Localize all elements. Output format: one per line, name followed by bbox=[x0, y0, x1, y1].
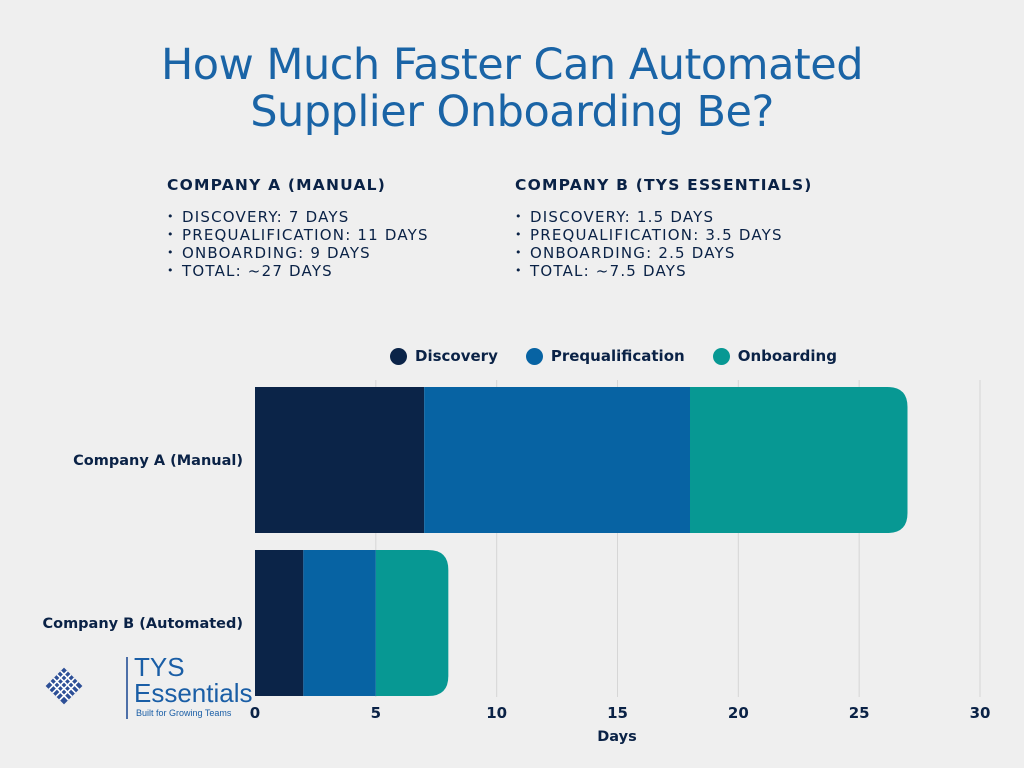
chart-title: How Much Faster Can Automated Supplier O… bbox=[0, 42, 1024, 136]
bar-onboarding-company-b-automated bbox=[375, 550, 449, 696]
category-label: Company B (Automated) bbox=[42, 616, 243, 632]
x-tick-label: 15 bbox=[607, 704, 628, 722]
company-a-item: ONBOARDING: 9 DAYS bbox=[167, 244, 429, 262]
x-axis-title: Days bbox=[597, 729, 636, 745]
x-tick-label: 5 bbox=[371, 704, 381, 722]
company-b-list: DISCOVERY: 1.5 DAYS PREQUALIFICATION: 3.… bbox=[515, 208, 813, 280]
company-a-item: TOTAL: ~27 DAYS bbox=[167, 262, 429, 280]
x-tick-label: 0 bbox=[250, 704, 260, 722]
company-a-summary: COMPANY A (MANUAL) DISCOVERY: 7 DAYS PRE… bbox=[167, 176, 429, 280]
legend-item-prequalification: Prequalification bbox=[525, 347, 685, 365]
x-tick-label: 20 bbox=[728, 704, 749, 722]
bar-discovery-company-b-automated bbox=[255, 550, 304, 696]
bar-onboarding-company-a-manual bbox=[690, 387, 908, 533]
chart-legend: Discovery Prequalification Onboarding bbox=[390, 345, 865, 367]
logo-divider bbox=[126, 657, 128, 719]
category-label: Company A (Manual) bbox=[73, 453, 243, 469]
legend-label-onboarding: Onboarding bbox=[737, 347, 837, 365]
title-line-2: Supplier Onboarding Be? bbox=[250, 87, 774, 137]
company-b-summary: COMPANY B (TYS ESSENTIALS) DISCOVERY: 1.… bbox=[515, 176, 813, 280]
company-a-heading: COMPANY A (MANUAL) bbox=[167, 176, 387, 194]
logo-tagline: Built for Growing Teams bbox=[136, 708, 232, 718]
company-a-list: DISCOVERY: 7 DAYS PREQUALIFICATION: 11 D… bbox=[167, 208, 429, 280]
bar-prequalification-company-b-automated bbox=[303, 550, 376, 696]
tys-essentials-logo: TYS Essentials Built for Growing Teams bbox=[44, 654, 253, 724]
legend-swatch-prequalification bbox=[525, 347, 543, 365]
x-tick-label: 10 bbox=[486, 704, 507, 722]
woven-square-logo-icon bbox=[45, 667, 83, 705]
company-a-item: DISCOVERY: 7 DAYS bbox=[167, 208, 429, 226]
legend-swatch-onboarding bbox=[712, 347, 730, 365]
legend-item-discovery: Discovery bbox=[390, 347, 498, 365]
logo-name-line-2: Essentials bbox=[134, 678, 253, 708]
legend-label-discovery: Discovery bbox=[415, 347, 498, 365]
legend-item-onboarding: Onboarding bbox=[712, 347, 837, 365]
legend-label-prequalification: Prequalification bbox=[550, 347, 685, 365]
company-b-item: TOTAL: ~7.5 DAYS bbox=[515, 262, 813, 280]
company-b-heading: COMPANY B (TYS ESSENTIALS) bbox=[515, 176, 813, 194]
title-line-1: How Much Faster Can Automated bbox=[160, 40, 864, 90]
company-b-item: PREQUALIFICATION: 3.5 DAYS bbox=[515, 226, 813, 244]
logo-name-line-1: TYS bbox=[134, 652, 185, 682]
legend-swatch-discovery bbox=[390, 347, 407, 365]
company-a-item: PREQUALIFICATION: 11 DAYS bbox=[167, 226, 429, 244]
company-b-item: ONBOARDING: 2.5 DAYS bbox=[515, 244, 813, 262]
bar-prequalification-company-a-manual bbox=[424, 387, 690, 533]
company-b-item: DISCOVERY: 1.5 DAYS bbox=[515, 208, 813, 226]
bar-discovery-company-a-manual bbox=[255, 387, 425, 533]
x-tick-label: 30 bbox=[970, 704, 991, 722]
logo-wordmark: TYS Essentials bbox=[134, 654, 253, 706]
x-tick-label: 25 bbox=[849, 704, 870, 722]
